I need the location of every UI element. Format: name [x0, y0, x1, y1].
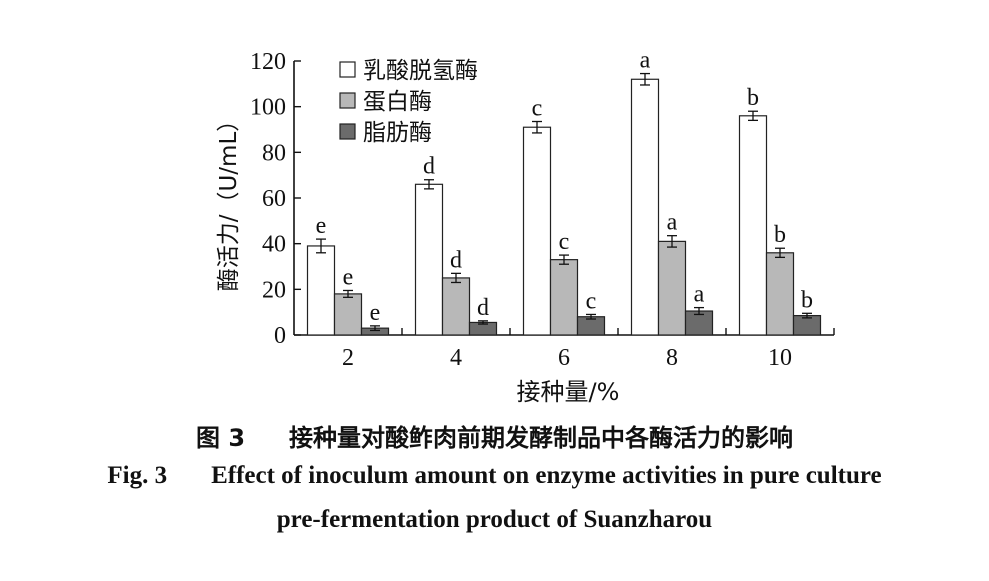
y-tick-label: 60	[262, 186, 286, 212]
figure-caption-en: Fig. 3 Effect of inoculum amount on enzym…	[0, 462, 989, 490]
bar	[306, 245, 336, 336]
bar	[414, 183, 444, 336]
bar	[441, 277, 471, 336]
figure-title-en-line1: Effect of inoculum amount on enzyme acti…	[211, 462, 882, 489]
bar	[630, 78, 660, 336]
significance-letter: b	[747, 85, 759, 111]
significance-letter: c	[586, 288, 597, 314]
x-tick-label: 6	[558, 345, 570, 371]
legend-label: 脂肪酶	[363, 120, 432, 146]
bar	[657, 240, 687, 336]
bar	[333, 293, 363, 336]
x-tick-label: 8	[666, 345, 678, 371]
y-tick-label: 0	[274, 323, 286, 349]
significance-letter: a	[667, 210, 678, 236]
significance-letter: e	[316, 213, 327, 239]
figure-label-en: Fig. 3	[107, 462, 168, 489]
significance-letter: e	[370, 300, 381, 326]
significance-letter: c	[532, 96, 543, 122]
significance-letter: d	[450, 247, 462, 273]
axes: 0 20 40 60 80 100 120 2 4 6 8 10	[250, 49, 835, 371]
significance-letter: a	[640, 48, 651, 74]
legend-label: 蛋白酶	[363, 89, 432, 115]
significance-letter: a	[694, 282, 705, 308]
x-tick-label: 10	[768, 345, 792, 371]
significance-letter: c	[559, 229, 570, 255]
significance-letter: b	[801, 287, 813, 313]
legend-label: 乳酸脱氢酶	[363, 58, 478, 84]
legend-swatch	[339, 123, 356, 140]
significance-letter: b	[774, 222, 786, 248]
legend-swatch	[339, 61, 356, 78]
y-tick-label: 80	[262, 140, 286, 166]
x-tick-label: 2	[342, 345, 354, 371]
bar	[522, 126, 552, 336]
bar	[765, 252, 795, 336]
figure-title-zh: 接种量对酸鲊肉前期发酵制品中各酶活力的影响	[289, 424, 794, 452]
figure-title-en-line2: pre-fermentation product of Suanzharou	[276, 506, 713, 533]
significance-letter: e	[343, 264, 354, 290]
bar	[738, 115, 768, 336]
x-tick-label: 4	[450, 345, 462, 371]
y-axis-label: 酶活力/（U/mL）	[216, 109, 242, 292]
figure-label-zh: 图 3	[195, 424, 246, 452]
significance-letter: d	[423, 154, 435, 180]
figure-caption-en-line2: pre-fermentation product of Suanzharou	[0, 506, 989, 534]
y-tick-label: 120	[250, 49, 286, 75]
significance-letter: d	[477, 295, 489, 321]
bar	[549, 259, 579, 336]
y-tick-label: 20	[262, 277, 286, 303]
y-tick-label: 100	[250, 95, 286, 121]
figure-caption-zh: 图 3 接种量对酸鲊肉前期发酵制品中各酶活力的影响	[0, 418, 989, 453]
x-axis-label: 接种量/%	[517, 378, 620, 406]
y-tick-label: 40	[262, 232, 286, 258]
legend-swatch	[339, 92, 356, 109]
